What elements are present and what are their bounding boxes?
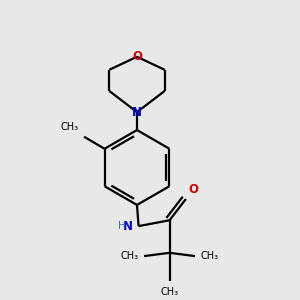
Text: H: H	[118, 221, 126, 231]
Text: N: N	[123, 220, 133, 232]
Text: CH₃: CH₃	[121, 251, 139, 261]
Text: CH₃: CH₃	[60, 122, 79, 133]
Text: O: O	[132, 50, 142, 63]
Text: N: N	[132, 106, 142, 118]
Text: CH₃: CH₃	[160, 287, 178, 297]
Text: CH₃: CH₃	[200, 251, 219, 261]
Text: O: O	[188, 184, 198, 196]
